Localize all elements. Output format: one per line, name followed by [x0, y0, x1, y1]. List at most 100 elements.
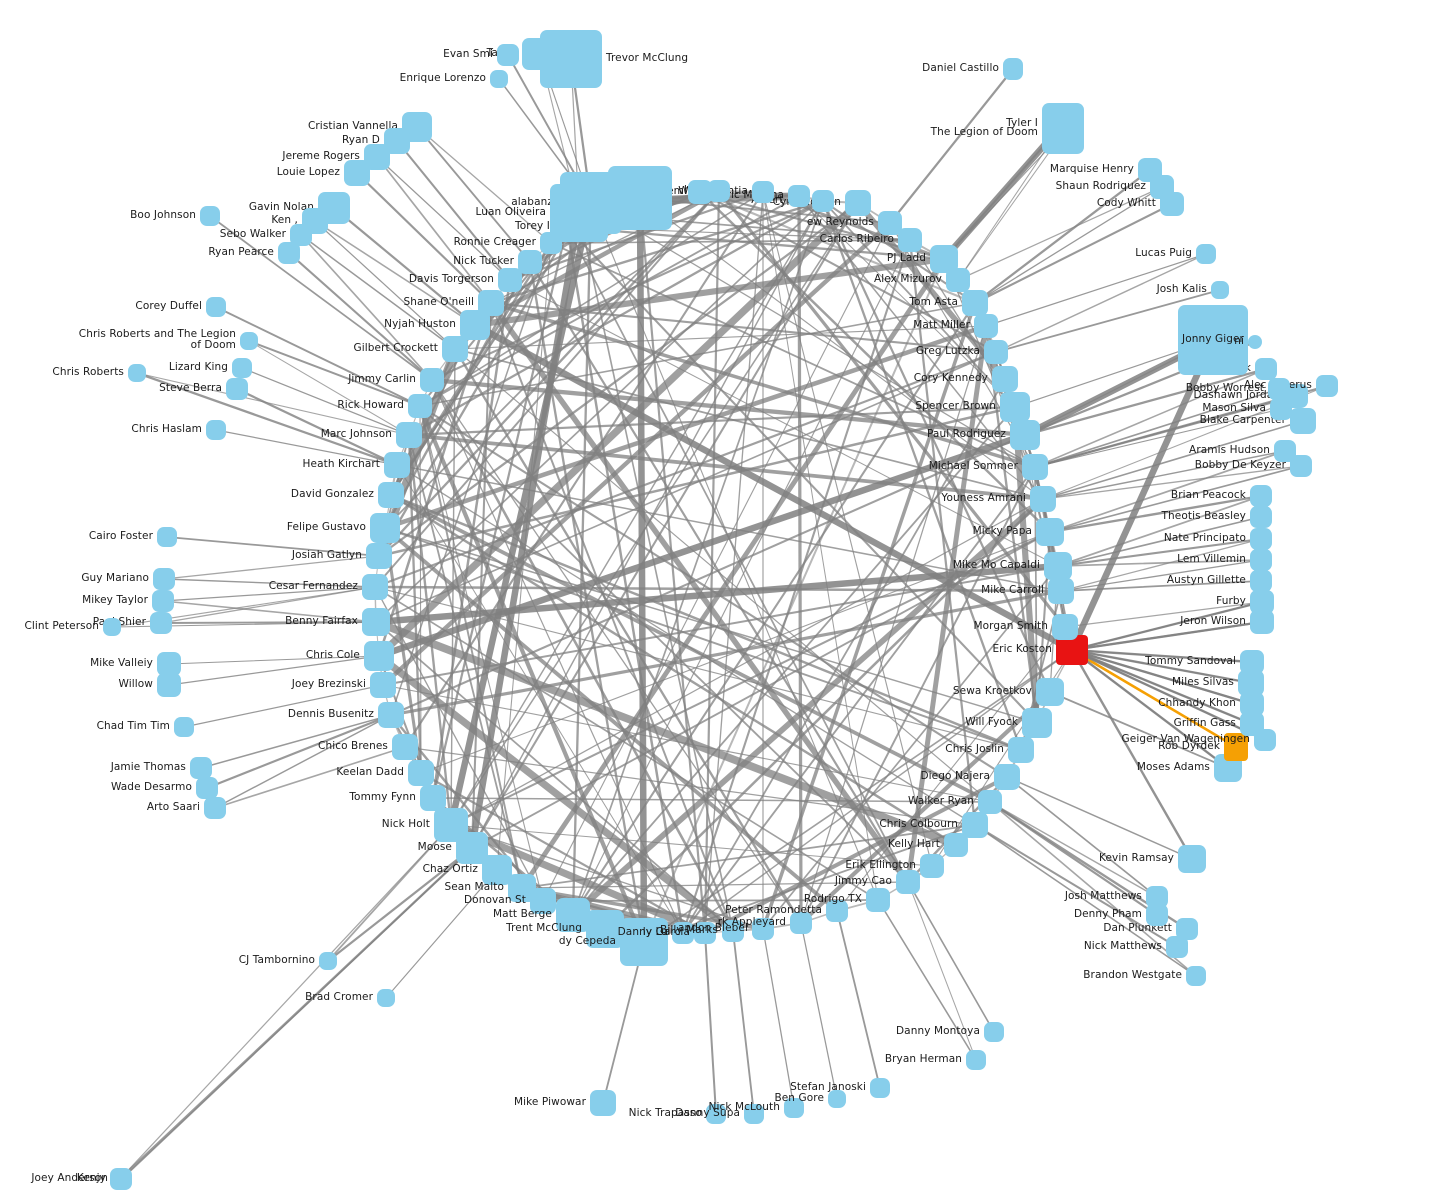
- graph-node[interactable]: [994, 764, 1020, 790]
- graph-node[interactable]: [1003, 58, 1023, 80]
- graph-node[interactable]: [344, 160, 370, 186]
- graph-node[interactable]: [1196, 244, 1216, 264]
- graph-node[interactable]: [1248, 335, 1262, 349]
- graph-node[interactable]: [200, 206, 220, 226]
- graph-node[interactable]: [1290, 408, 1316, 434]
- graph-node[interactable]: [420, 368, 444, 392]
- graph-node[interactable]: [1052, 614, 1078, 640]
- graph-node[interactable]: [522, 38, 558, 70]
- graph-node[interactable]: [362, 574, 388, 600]
- graph-node[interactable]: [370, 672, 396, 698]
- graph-node[interactable]: [378, 702, 404, 728]
- graph-node[interactable]: [408, 760, 434, 786]
- graph-node[interactable]: [722, 920, 744, 942]
- graph-node[interactable]: [708, 180, 730, 202]
- graph-node[interactable]: [812, 190, 834, 212]
- graph-node[interactable]: [1042, 112, 1084, 154]
- graph-node[interactable]: [103, 618, 121, 636]
- graph-node[interactable]: [206, 297, 226, 317]
- graph-node[interactable]: [1250, 485, 1272, 507]
- graph-node[interactable]: [1160, 192, 1184, 216]
- graph-node[interactable]: [1000, 392, 1030, 422]
- graph-node[interactable]: [1250, 610, 1274, 634]
- graph-node[interactable]: [1022, 708, 1052, 738]
- graph-node[interactable]: [1250, 590, 1274, 614]
- graph-node[interactable]: [706, 1104, 726, 1124]
- graph-node[interactable]: [190, 757, 212, 779]
- graph-node[interactable]: [1240, 692, 1264, 716]
- graph-node[interactable]: [984, 340, 1008, 364]
- graph-node[interactable]: [870, 1078, 890, 1098]
- graph-node[interactable]: [866, 888, 890, 912]
- graph-node[interactable]: [784, 1098, 804, 1118]
- graph-node[interactable]: [620, 918, 668, 966]
- graph-node[interactable]: [204, 797, 226, 819]
- graph-node[interactable]: [896, 870, 920, 894]
- graph-node[interactable]: [586, 910, 624, 948]
- graph-node[interactable]: [978, 790, 1002, 814]
- graph-node[interactable]: [1176, 918, 1198, 940]
- graph-node[interactable]: [984, 1022, 1004, 1042]
- graph-node[interactable]: [1146, 904, 1168, 926]
- graph-node[interactable]: [1250, 506, 1272, 528]
- graph-node[interactable]: [1290, 455, 1312, 477]
- graph-node[interactable]: [1224, 733, 1248, 761]
- graph-node[interactable]: [1238, 670, 1264, 696]
- graph-node[interactable]: [828, 1090, 846, 1108]
- graph-node[interactable]: [157, 527, 177, 547]
- graph-node[interactable]: [1048, 578, 1074, 604]
- graph-node[interactable]: [898, 228, 922, 252]
- graph-node[interactable]: [1178, 305, 1248, 375]
- graph-node[interactable]: [232, 358, 252, 378]
- graph-node[interactable]: [744, 1104, 764, 1124]
- graph-node[interactable]: [1008, 737, 1034, 763]
- graph-node[interactable]: [460, 310, 490, 340]
- graph-node[interactable]: [1211, 281, 1229, 299]
- graph-node[interactable]: [556, 898, 590, 932]
- graph-node[interactable]: [790, 912, 812, 934]
- graph-node[interactable]: [1010, 420, 1040, 450]
- graph-node[interactable]: [206, 420, 226, 440]
- graph-node[interactable]: [1146, 886, 1168, 908]
- graph-node[interactable]: [962, 812, 988, 838]
- graph-node[interactable]: [377, 989, 395, 1007]
- graph-node[interactable]: [1255, 358, 1277, 380]
- graph-node[interactable]: [174, 717, 194, 737]
- graph-node[interactable]: [1178, 845, 1206, 873]
- graph-node[interactable]: [392, 734, 418, 760]
- graph-node[interactable]: [966, 1050, 986, 1070]
- graph-node[interactable]: [157, 652, 181, 676]
- graph-node[interactable]: [962, 290, 988, 316]
- graph-node[interactable]: [196, 777, 218, 799]
- graph-node[interactable]: [157, 673, 181, 697]
- graph-node[interactable]: [1186, 966, 1206, 986]
- graph-node[interactable]: [240, 332, 258, 350]
- graph-node[interactable]: [153, 568, 175, 590]
- graph-node[interactable]: [128, 364, 146, 382]
- graph-node[interactable]: [1166, 936, 1188, 958]
- graph-node[interactable]: [590, 1090, 616, 1116]
- graph-node[interactable]: [366, 543, 392, 569]
- graph-node[interactable]: [497, 44, 519, 66]
- graph-node[interactable]: [490, 70, 508, 88]
- graph-node[interactable]: [752, 181, 774, 203]
- graph-node[interactable]: [1044, 552, 1072, 580]
- graph-node[interactable]: [152, 590, 174, 612]
- graph-node[interactable]: [788, 185, 810, 207]
- graph-node[interactable]: [482, 855, 512, 885]
- graph-node[interactable]: [408, 394, 432, 418]
- graph-node[interactable]: [944, 833, 968, 857]
- graph-node[interactable]: [946, 268, 970, 292]
- graph-node[interactable]: [1030, 486, 1056, 512]
- graph-node[interactable]: [1056, 635, 1088, 665]
- graph-node[interactable]: [378, 482, 404, 508]
- graph-node[interactable]: [1274, 440, 1296, 462]
- graph-node[interactable]: [672, 922, 694, 944]
- graph-node[interactable]: [442, 336, 468, 362]
- graph-node[interactable]: [384, 452, 410, 478]
- graph-node[interactable]: [1240, 712, 1264, 736]
- graph-node[interactable]: [1240, 650, 1264, 674]
- graph-node[interactable]: [290, 224, 312, 246]
- graph-node[interactable]: [1036, 518, 1064, 546]
